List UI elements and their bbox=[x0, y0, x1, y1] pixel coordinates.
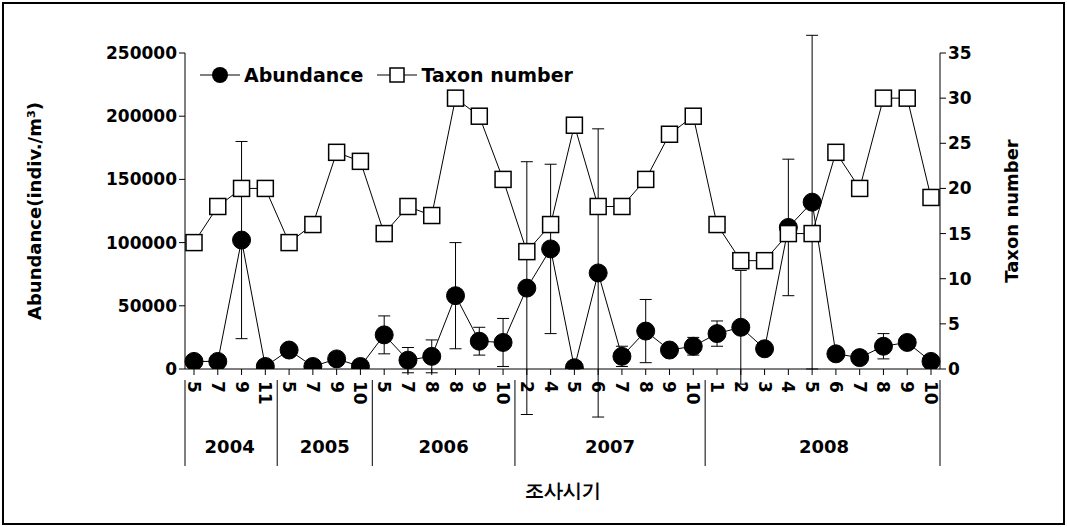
svg-text:5: 5 bbox=[564, 381, 584, 393]
svg-text:5: 5 bbox=[279, 381, 299, 393]
svg-text:4: 4 bbox=[541, 381, 561, 393]
svg-text:6: 6 bbox=[588, 381, 608, 393]
svg-text:0: 0 bbox=[165, 359, 177, 379]
svg-text:5: 5 bbox=[802, 381, 822, 393]
svg-text:2005: 2005 bbox=[300, 436, 350, 457]
svg-text:10: 10 bbox=[350, 381, 370, 405]
svg-text:2004: 2004 bbox=[205, 436, 255, 457]
svg-text:2007: 2007 bbox=[585, 436, 635, 457]
svg-text:7: 7 bbox=[850, 381, 870, 393]
svg-text:2: 2 bbox=[517, 381, 537, 393]
svg-text:7: 7 bbox=[303, 381, 323, 393]
svg-text:7: 7 bbox=[208, 381, 228, 393]
svg-text:5: 5 bbox=[948, 314, 960, 334]
svg-text:8: 8 bbox=[422, 381, 442, 393]
svg-text:2: 2 bbox=[731, 381, 751, 393]
svg-text:25: 25 bbox=[948, 133, 972, 153]
svg-text:150000: 150000 bbox=[106, 169, 177, 189]
svg-text:11: 11 bbox=[255, 381, 275, 405]
svg-text:7: 7 bbox=[398, 381, 418, 393]
svg-text:3: 3 bbox=[755, 381, 775, 393]
svg-text:8: 8 bbox=[636, 381, 656, 393]
svg-text:1: 1 bbox=[707, 381, 727, 393]
svg-text:5: 5 bbox=[374, 381, 394, 393]
svg-text:10: 10 bbox=[948, 269, 972, 289]
svg-text:100000: 100000 bbox=[106, 233, 177, 253]
svg-text:2006: 2006 bbox=[419, 436, 469, 457]
svg-text:0: 0 bbox=[948, 359, 960, 379]
svg-text:9: 9 bbox=[659, 381, 679, 393]
svg-text:9: 9 bbox=[232, 381, 252, 393]
svg-text:9: 9 bbox=[897, 381, 917, 393]
svg-text:6: 6 bbox=[826, 381, 846, 393]
svg-text:8: 8 bbox=[446, 381, 466, 393]
svg-text:250000: 250000 bbox=[106, 43, 177, 63]
svg-text:Abundance(indiv./m³): Abundance(indiv./m³) bbox=[24, 102, 45, 320]
svg-text:조사시기: 조사시기 bbox=[525, 479, 601, 501]
svg-text:10: 10 bbox=[493, 381, 513, 405]
svg-text:200000: 200000 bbox=[106, 106, 177, 126]
svg-text:15: 15 bbox=[948, 224, 972, 244]
svg-text:9: 9 bbox=[469, 381, 489, 393]
svg-text:2008: 2008 bbox=[799, 436, 849, 457]
html-text:Abundance: Abundance bbox=[244, 64, 364, 86]
svg-text:5: 5 bbox=[184, 381, 204, 393]
svg-text:50000: 50000 bbox=[118, 296, 177, 316]
svg-text:20: 20 bbox=[948, 178, 972, 198]
svg-text:4: 4 bbox=[778, 381, 798, 393]
svg-text:10: 10 bbox=[683, 381, 703, 405]
svg-text:Taxon number: Taxon number bbox=[1001, 139, 1022, 283]
svg-text:35: 35 bbox=[948, 43, 972, 63]
svg-text:30: 30 bbox=[948, 88, 972, 108]
svg-text:7: 7 bbox=[612, 381, 632, 393]
svg-text:9: 9 bbox=[327, 381, 347, 393]
html-text:Taxon number: Taxon number bbox=[421, 64, 573, 86]
svg-text:8: 8 bbox=[873, 381, 893, 393]
svg-text:10: 10 bbox=[921, 381, 941, 405]
